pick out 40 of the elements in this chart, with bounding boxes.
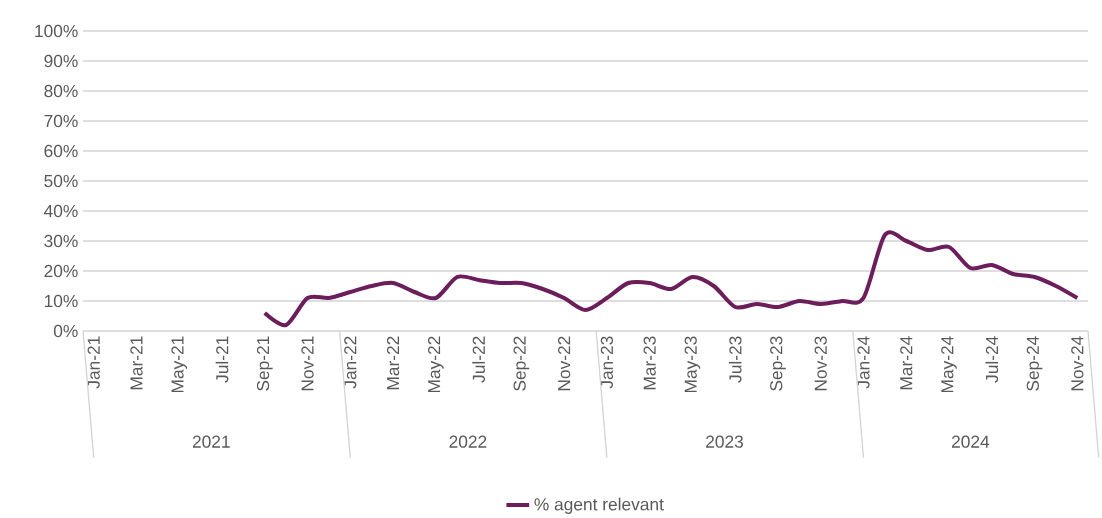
y-tick-label: 70% (44, 114, 78, 128)
y-tick-label: 80% (44, 84, 78, 98)
x-tick-label: Jan-24 (857, 336, 870, 389)
x-tick-label: May-24 (941, 336, 957, 393)
x-tick-label: Jan-21 (87, 336, 100, 389)
x-tick-label: Jan-23 (600, 336, 614, 389)
x-tick-label: Jul-22 (472, 336, 485, 383)
x-tick-label: May-23 (684, 336, 701, 393)
x-tick-label: Jul-24 (985, 336, 999, 383)
text: 2024 (952, 435, 990, 448)
x-tick-label: Sep-21 (256, 336, 273, 391)
y-tick-label: 100% (35, 24, 78, 38)
y-tick-label: 0% (53, 324, 78, 338)
text: 2022 (449, 435, 487, 448)
x-tick-label: Mar-23 (643, 336, 656, 390)
x-tick-label: Sep-24 (1026, 336, 1043, 391)
x-tick-label: Mar-21 (130, 336, 143, 390)
x-tick-label: Jul-23 (728, 336, 742, 383)
x-tick-label: Nov-24 (1071, 336, 1084, 391)
y-tick-label: 50% (44, 174, 78, 188)
y-tick-label: 20% (44, 264, 78, 278)
text: 2023 (706, 435, 744, 448)
x-tick-label: Mar-22 (386, 336, 400, 390)
x-tick-label: Mar-24 (900, 336, 913, 390)
y-tick-label: 10% (44, 294, 78, 308)
text: 2021 (192, 435, 230, 448)
y-tick-label: 40% (44, 204, 78, 218)
y-tick-label: 30% (44, 234, 78, 248)
legend-label: % agent relevant (534, 497, 664, 514)
x-tick-label: Nov-23 (814, 336, 827, 391)
x-tick-label: Sep-23 (770, 336, 786, 391)
x-tick-label: Sep-22 (513, 336, 530, 391)
x-tick-label: Jan-22 (344, 336, 357, 389)
x-tick-label: Nov-21 (301, 336, 314, 391)
y-tick-label: 90% (44, 54, 78, 68)
x-tick-label: May-21 (171, 336, 188, 393)
x-tick-label: May-22 (427, 336, 444, 393)
x-tick-label: Nov-22 (557, 336, 571, 391)
y-tick-label: 60% (44, 144, 78, 158)
x-tick-label: Jul-21 (215, 336, 229, 383)
